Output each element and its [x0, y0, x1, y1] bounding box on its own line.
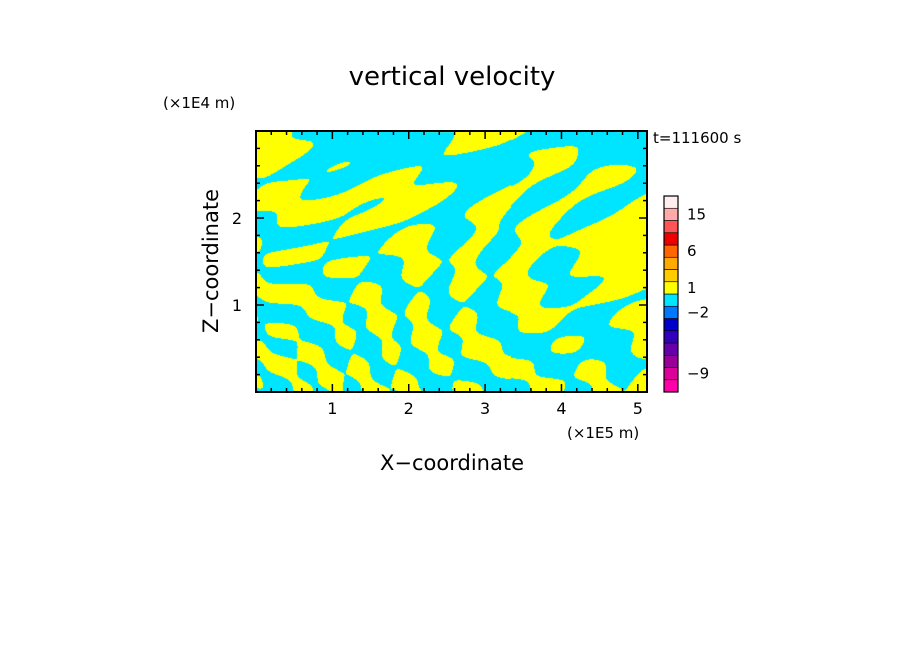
x-unit-label: (×1E5 m) — [567, 424, 639, 442]
y-tick-label: 2 — [232, 209, 242, 228]
colorbar-bin — [663, 342, 679, 356]
colorbar: 15 6 1 −2 −9 — [663, 195, 709, 393]
colorbar-bin — [663, 379, 679, 393]
colorbar-tick-label: −9 — [687, 365, 709, 383]
colorbar-bin — [663, 207, 679, 221]
x-axis-label: X−coordinate — [380, 451, 524, 475]
colorbar-tick-label: −2 — [687, 303, 709, 321]
x-tick-label: 2 — [404, 399, 414, 418]
axes: 1 2 3 4 5 1 2 — [232, 130, 647, 418]
x-tick-label: 1 — [327, 399, 337, 418]
colorbar-bin — [663, 281, 679, 295]
colorbar-tick-label: 6 — [687, 242, 697, 260]
colorbar-bin — [663, 232, 679, 246]
x-tick-label: 5 — [633, 399, 643, 418]
chart-title: vertical velocity — [349, 62, 556, 92]
colorbar-bin — [663, 195, 679, 209]
y-tick-label: 1 — [232, 296, 242, 315]
colorbar-tick-label: 15 — [687, 205, 706, 223]
plot-frame — [255, 130, 648, 393]
colorbar-bin — [663, 244, 679, 258]
velocity-field — [256, 131, 647, 392]
colorbar-bin — [663, 220, 679, 234]
y-axis-label: Z−coordinate — [199, 189, 223, 333]
colorbar-bin — [663, 293, 679, 307]
x-tick-label: 4 — [556, 399, 566, 418]
colorbar-bin — [663, 330, 679, 344]
colorbar-bin — [663, 269, 679, 283]
colorbar-tick-label: 1 — [687, 279, 697, 297]
colorbar-bin — [663, 256, 679, 270]
field-image — [256, 131, 647, 392]
time-label: t=111600 s — [653, 129, 741, 147]
y-unit-label: (×1E4 m) — [163, 94, 235, 112]
colorbar-bin — [663, 318, 679, 332]
colorbar-bin — [663, 354, 679, 368]
colorbar-frame — [663, 195, 679, 393]
colorbar-bin — [663, 367, 679, 381]
x-tick-label: 3 — [480, 399, 490, 418]
colorbar-bin — [663, 305, 679, 319]
